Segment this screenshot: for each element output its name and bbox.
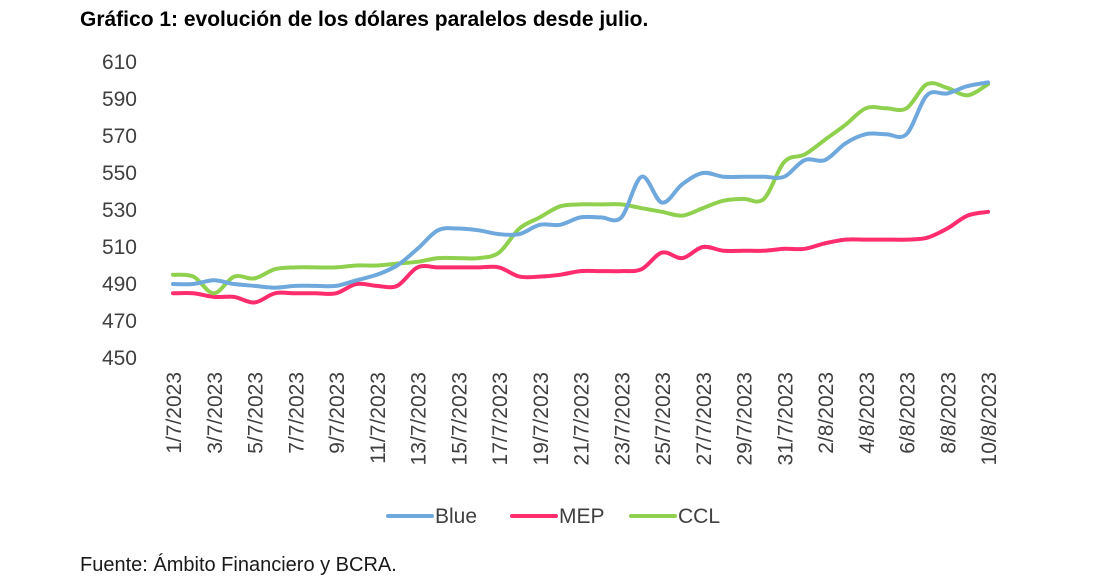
x-tick-label: 27/7/2023 [693, 372, 716, 465]
y-tick-label: 450 [102, 347, 137, 370]
source-note: Fuente: Ámbito Financiero y BCRA. [80, 554, 397, 576]
legend-label-mep: MEP [559, 505, 605, 528]
x-tick-label: 4/8/2023 [856, 372, 879, 454]
x-tick-label: 23/7/2023 [611, 372, 634, 465]
x-tick-label: 7/7/2023 [285, 372, 308, 454]
y-tick-label: 590 [102, 88, 137, 111]
y-tick-label: 530 [102, 199, 137, 222]
x-tick-label: 6/8/2023 [897, 372, 920, 454]
chart-title: Gráfico 1: evolución de los dólares para… [80, 8, 649, 31]
series-line-ccl [171, 81, 990, 296]
legend-label-blue: Blue [435, 505, 477, 528]
x-tick-label: 29/7/2023 [734, 372, 757, 465]
series-line-mep [171, 209, 990, 305]
legend-label-ccl: CCL [678, 505, 720, 528]
y-tick-label: 490 [102, 273, 137, 296]
x-tick-label: 9/7/2023 [326, 372, 349, 454]
x-tick-label: 17/7/2023 [489, 372, 512, 465]
y-tick-label: 550 [102, 162, 137, 185]
y-tick-label: 470 [102, 310, 137, 333]
x-tick-label: 25/7/2023 [652, 372, 675, 465]
x-tick-label: 31/7/2023 [774, 372, 797, 465]
x-tick-label: 8/8/2023 [937, 372, 960, 454]
x-tick-label: 1/7/2023 [163, 372, 186, 454]
x-tick-label: 15/7/2023 [448, 372, 471, 465]
x-tick-label: 13/7/2023 [408, 372, 431, 465]
x-tick-label: 3/7/2023 [204, 372, 227, 454]
x-tick-label: 19/7/2023 [530, 372, 553, 465]
y-tick-label: 510 [102, 236, 137, 259]
x-tick-label: 5/7/2023 [245, 372, 268, 454]
x-tick-label: 11/7/2023 [367, 372, 390, 464]
x-tick-label: 21/7/2023 [571, 372, 594, 465]
y-tick-label: 570 [102, 125, 137, 148]
x-tick-label: 10/8/2023 [978, 372, 1001, 465]
series-line-blue [171, 80, 990, 290]
x-tick-label: 2/8/2023 [815, 372, 838, 454]
y-tick-label: 610 [102, 51, 137, 74]
